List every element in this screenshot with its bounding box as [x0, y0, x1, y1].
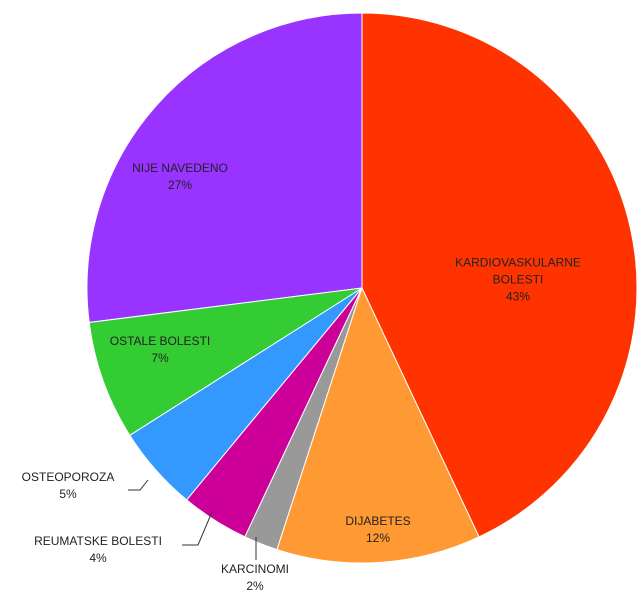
pie-slice: [88, 287, 363, 437]
category-name: OSTEOPOROZA: [21, 470, 115, 484]
slice-label: KARDIOVASKULARNE BOLESTI 43%: [438, 255, 598, 306]
pie-slice: [361, 12, 638, 538]
slice-label: KARCINOMI 2%: [195, 561, 315, 595]
percent-label: 2%: [246, 579, 264, 593]
slice-label: REUMATSKE BOLESTI 4%: [13, 533, 183, 567]
slice-label: DIJABETES 12%: [318, 513, 438, 547]
percent-label: 5%: [59, 487, 77, 501]
percent-label: 43%: [505, 289, 531, 304]
category-name: DIJABETES: [345, 514, 411, 528]
category-name: REUMATSKE BOLESTI: [34, 534, 162, 548]
category-name: KARCINOMI: [220, 562, 289, 576]
percent-label: 27%: [167, 178, 193, 192]
leader-line: [128, 479, 149, 491]
slice-label: OSTALE BOLESTI 7%: [95, 333, 225, 367]
slice-label: NIJE NAVEDENO 27%: [110, 160, 250, 194]
category-name: NIJE NAVEDENO: [132, 161, 228, 175]
pie-slice: [86, 12, 363, 324]
percent-label: 7%: [151, 351, 169, 365]
percent-label: 12%: [365, 531, 391, 545]
category-name: OSTALE BOLESTI: [109, 334, 211, 348]
category-name: KARDIOVASKULARNE BOLESTI: [455, 255, 581, 287]
leader-line: [182, 511, 213, 546]
slice-label: OSTEOPOROZA 5%: [3, 469, 133, 503]
percent-label: 4%: [89, 551, 107, 565]
pie-slice: [276, 286, 480, 564]
